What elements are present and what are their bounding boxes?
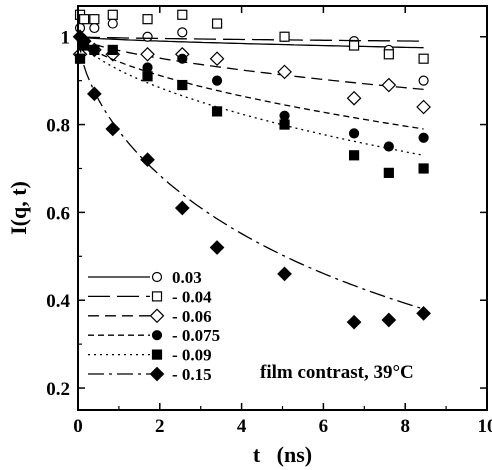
- data-point: [418, 163, 429, 174]
- data-point: [105, 121, 121, 137]
- data-point: [277, 64, 292, 80]
- data-point: [140, 152, 155, 168]
- y-tick-label: 0.6: [46, 203, 70, 224]
- series-0_04: [74, 9, 429, 64]
- data-point: [107, 44, 118, 56]
- axis-ticks: 0 2 4 6 8 10 0.2 0.4 0.6 0.8 1: [46, 6, 492, 437]
- legend-label: - 0.075: [172, 326, 220, 345]
- y-tick-label: 0.8: [46, 116, 70, 137]
- data-point: [142, 71, 153, 82]
- legend-label: - 0.15: [172, 365, 212, 384]
- series-0_09: [74, 36, 429, 178]
- legend-entry: - 0.09: [88, 346, 212, 365]
- data-point: [177, 27, 188, 38]
- legend-entry: - 0.04: [88, 287, 212, 306]
- data-point: [107, 18, 118, 29]
- data-point: [383, 49, 394, 60]
- data-point: [381, 77, 397, 93]
- data-point: [209, 51, 225, 67]
- legend-marker: [151, 291, 163, 302]
- data-point: [142, 62, 153, 73]
- data-point: [142, 31, 153, 42]
- data-point: [209, 240, 225, 255]
- data-point: [211, 106, 223, 117]
- data-point: [89, 22, 100, 34]
- legend-label: - 0.06: [172, 307, 212, 326]
- data-point: [177, 79, 188, 91]
- x-tick-label: 6: [319, 416, 329, 437]
- chart-annotation: film contrast, 39°C: [260, 362, 414, 383]
- data-point: [89, 14, 100, 25]
- x-axis-label: t (ns): [253, 442, 312, 467]
- data-point: [211, 75, 223, 86]
- data-point: [418, 75, 429, 86]
- data-point: [381, 312, 397, 328]
- y-axis-label: I(q, t): [6, 181, 31, 235]
- fit-line: [77, 36, 424, 156]
- data-point: [416, 99, 431, 115]
- data-point: [142, 14, 153, 25]
- data-point: [348, 150, 360, 161]
- legend-entry: - 0.075: [88, 326, 220, 345]
- series-0_03: [74, 14, 429, 86]
- y-tick-label: 0.4: [46, 291, 70, 312]
- y-tick-label: 1: [61, 28, 71, 49]
- data-point: [79, 14, 90, 25]
- data-point: [177, 53, 188, 64]
- legend-marker: [149, 308, 165, 324]
- data-point: [87, 86, 102, 102]
- legend-marker: [149, 366, 165, 382]
- x-tick-label: 10: [478, 416, 492, 437]
- legend: 0.03- 0.04- 0.06- 0.075- 0.09- 0.15: [88, 268, 220, 384]
- data-point: [140, 46, 155, 62]
- legend-marker: [151, 349, 163, 360]
- legend-entry: - 0.06: [88, 307, 212, 326]
- data-point: [346, 90, 362, 106]
- data-point: [174, 200, 190, 216]
- x-tick-label: 4: [237, 416, 247, 437]
- legend-marker: [151, 330, 163, 341]
- legend-label: - 0.09: [172, 346, 212, 365]
- data-point: [418, 132, 429, 143]
- fit-line: [77, 36, 424, 310]
- data-point: [416, 306, 431, 321]
- y-tick-label: 0.2: [46, 379, 70, 400]
- x-tick-label: 8: [400, 416, 410, 437]
- legend-marker: [151, 271, 163, 283]
- series-0_075: [74, 36, 429, 152]
- data-point: [279, 110, 290, 121]
- data-point: [107, 9, 118, 20]
- legend-label: 0.03: [172, 268, 202, 287]
- data-point: [346, 314, 362, 330]
- x-tick-label: 0: [73, 416, 83, 437]
- fit-line: [77, 36, 424, 49]
- data-point: [279, 119, 290, 130]
- data-point: [418, 53, 429, 64]
- data-point: [74, 53, 86, 64]
- fit-line: [77, 36, 424, 91]
- data-point: [277, 266, 292, 282]
- data-point: [76, 33, 92, 49]
- series-0_15: [72, 29, 431, 330]
- x-tick-label: 2: [155, 416, 165, 437]
- data-point: [89, 44, 100, 56]
- legend-label: - 0.04: [172, 287, 212, 306]
- data-point: [279, 31, 290, 42]
- data-point: [383, 167, 394, 178]
- legend-entry: 0.03: [88, 268, 202, 287]
- legend-entry: - 0.15: [88, 365, 212, 384]
- data-point: [348, 40, 360, 51]
- plot-layer: [72, 9, 431, 330]
- data-point: [211, 18, 223, 29]
- data-point: [383, 141, 394, 152]
- data-point: [348, 128, 360, 139]
- data-point: [177, 9, 188, 20]
- fit-line: [77, 36, 424, 130]
